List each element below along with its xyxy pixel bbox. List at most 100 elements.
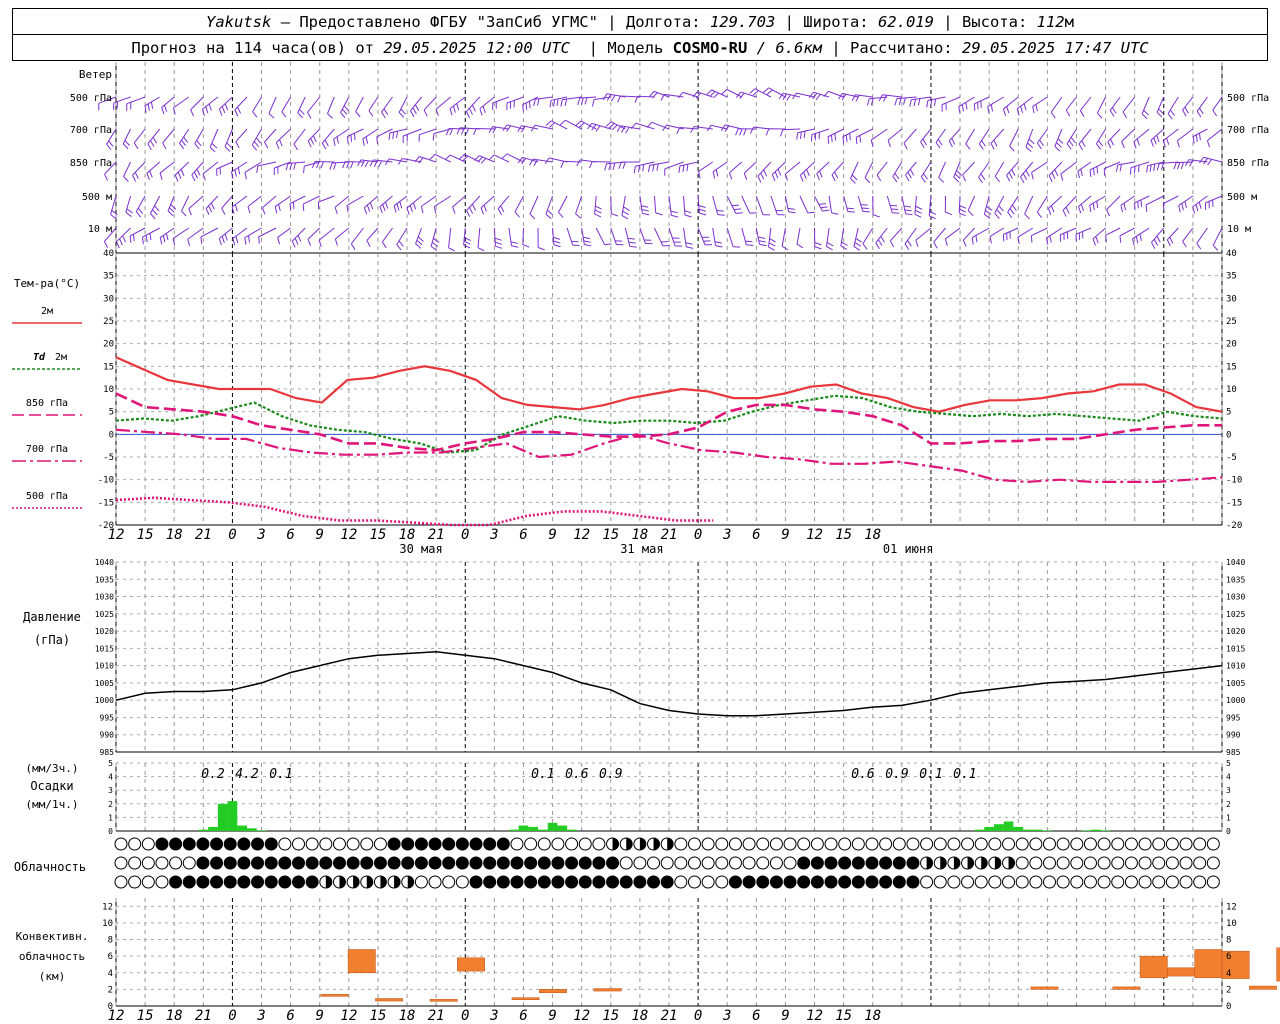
cloud-symbol <box>933 875 947 889</box>
wind-barb <box>200 227 219 244</box>
wind-barb <box>258 227 277 244</box>
wind-barb <box>1156 96 1165 118</box>
hour-tick: 15 <box>835 1008 852 1024</box>
wind-barb <box>653 227 670 247</box>
precip-3h-label: 0.9 <box>885 767 908 782</box>
wind-barb <box>1156 161 1179 171</box>
wind-barb <box>479 96 495 116</box>
wind-barb <box>712 161 728 179</box>
cloud-symbol <box>1042 875 1056 889</box>
cloud-symbol <box>319 837 333 851</box>
wind-barb <box>889 227 903 248</box>
cloud-symbol <box>414 837 428 851</box>
wind-barb <box>903 128 917 150</box>
wind-barb <box>1092 227 1106 246</box>
cloud-symbol <box>483 856 497 870</box>
wind-barb <box>664 161 684 176</box>
wind-barb <box>589 161 611 169</box>
cloud-symbol <box>606 875 620 889</box>
cloud-symbol <box>169 837 183 851</box>
wind-barb <box>209 128 219 153</box>
wind-barb <box>307 96 321 119</box>
wind-barb <box>423 96 437 117</box>
wind-barb <box>174 161 190 182</box>
wind-barb <box>251 128 262 151</box>
wind-barb <box>697 195 707 216</box>
wind-barb <box>141 227 160 245</box>
hour-tick: 9 <box>316 527 324 543</box>
wind-barb <box>560 96 582 107</box>
wind-barb <box>778 92 801 101</box>
wind-barb <box>329 161 349 170</box>
cloud-symbol <box>155 837 169 851</box>
wind-barb <box>492 96 510 111</box>
precip-bar <box>227 801 238 831</box>
temp-tick-left: 25 <box>103 317 114 327</box>
pressure-tick-right: 1010 <box>1226 662 1245 671</box>
cloud-symbol <box>892 837 906 851</box>
wind-barb <box>188 195 204 216</box>
cloud-symbol <box>442 875 456 889</box>
cloud-symbol <box>551 837 565 851</box>
day-label: 01 июня <box>883 542 934 556</box>
cloud-symbol <box>756 875 770 889</box>
pressure-tick-left: 1030 <box>95 593 114 602</box>
cloud-symbol <box>1083 875 1097 889</box>
cloud-symbol <box>1070 837 1084 851</box>
wind-barb <box>1031 161 1048 180</box>
wind-barb <box>162 128 175 150</box>
precip-bar <box>508 829 519 831</box>
wind-barb <box>1078 128 1092 151</box>
temp-tick-left: 15 <box>103 362 114 372</box>
cloud-symbol <box>1193 856 1207 870</box>
wind-barb <box>941 96 961 112</box>
pressure-tick-left: 1015 <box>95 644 114 653</box>
cloud-symbol <box>961 856 975 870</box>
precip-bar <box>208 826 218 831</box>
cloud-symbol <box>1029 875 1043 889</box>
wind-barb <box>1192 128 1208 144</box>
wind-barb <box>1166 227 1179 247</box>
temperature-layer <box>115 356 1223 527</box>
location-name: Yakutsk <box>206 13 272 31</box>
wind-barb <box>831 161 845 182</box>
wind-barb <box>307 128 321 148</box>
precip-tick-right: 4 <box>1226 773 1231 782</box>
wind-barb <box>122 128 132 150</box>
conv-bar <box>1276 947 1280 982</box>
cloud-symbol <box>524 856 538 870</box>
precip-3h-label: 0.1 <box>919 767 942 782</box>
cloud-symbol <box>1206 856 1220 870</box>
hour-tick: 9 <box>316 1008 324 1024</box>
legend-td: Td <box>33 352 46 363</box>
wind-barb <box>415 227 424 249</box>
cloud-symbol <box>251 856 265 870</box>
wind-barb <box>973 96 990 111</box>
wind-barb <box>444 154 466 163</box>
pressure-tick-right: 1015 <box>1226 644 1245 653</box>
wind-barb <box>990 128 1005 150</box>
cloud-symbol <box>196 875 210 889</box>
cloud-symbol <box>210 856 224 870</box>
wind-barb <box>741 227 754 246</box>
wind-barb <box>1204 195 1223 210</box>
wind-level-label-right: 850 гПа <box>1227 158 1269 169</box>
wind-barb <box>668 195 679 218</box>
wind-barb <box>948 128 961 148</box>
wind-barb <box>1025 128 1035 152</box>
cloud-symbol <box>1111 856 1125 870</box>
cloud-symbol <box>947 875 961 889</box>
wind-barb <box>1066 128 1077 150</box>
hour-tick: 12 <box>108 527 125 543</box>
temp-tick-right: 0 <box>1226 430 1231 440</box>
cloud-symbol <box>1124 856 1138 870</box>
wind-barb <box>904 227 917 250</box>
wind-barb <box>402 128 422 143</box>
grid-layer <box>115 62 1223 1007</box>
legend-label: 850 гПа <box>26 398 68 409</box>
wind-barb <box>1206 128 1223 148</box>
wind-barb <box>522 96 539 112</box>
precip-tick-right: 3 <box>1226 786 1231 795</box>
hour-tick: 9 <box>548 527 556 543</box>
wind-barb <box>712 195 725 216</box>
